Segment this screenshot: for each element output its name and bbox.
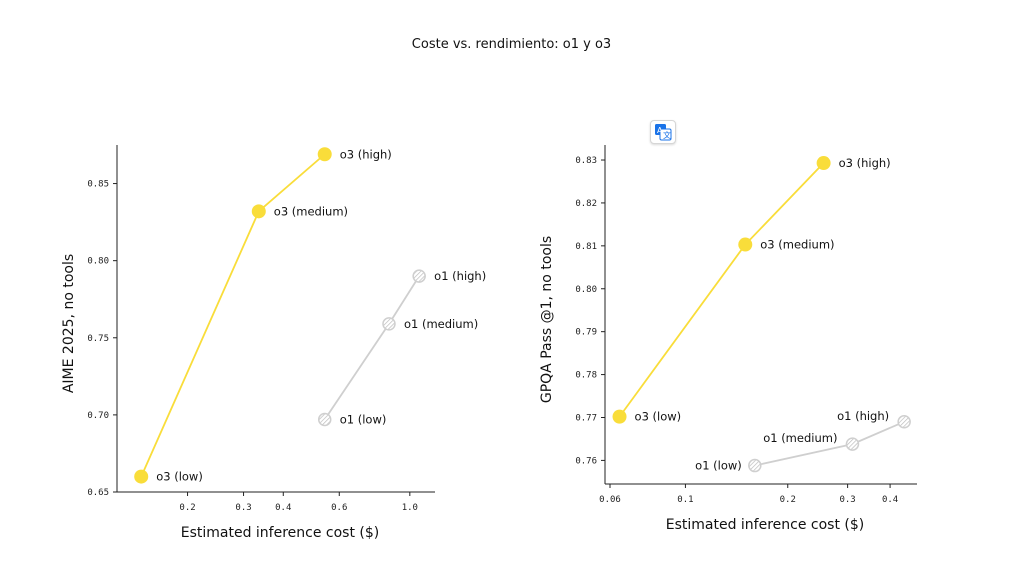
gpqa-x-axis-label: Estimated inference cost ($) [666,517,865,533]
aime-y-tick-label: 0.75 [87,334,109,344]
gpqa-y-axis-label: GPQA Pass @1, no tools [539,236,555,403]
gpqa-o3-point [816,156,831,171]
aime-o1-point [382,317,396,331]
translate-icon: A 文 [655,124,672,141]
gpqa-o3-point-label: o3 (medium) [760,238,834,252]
aime-y-axis-label: AIME 2025, no tools [61,254,77,393]
translate-button[interactable]: A 文 [650,120,676,144]
aime-x-tick-label: 0.6 [331,503,347,513]
gpqa-y-tick-label: 0.82 [575,199,597,209]
aime-o3-point [134,469,149,484]
aime-o3-point-label: o3 (low) [156,470,203,484]
aime-o3-point [317,147,332,162]
gpqa-y-tick-label: 0.80 [575,285,597,295]
aime-o1-point-label: o1 (medium) [404,317,478,331]
gpqa-y-tick-label: 0.77 [575,413,597,423]
aime-o3-point-label: o3 (high) [340,147,392,161]
gpqa-o1-point-label: o1 (medium) [763,431,837,445]
aime-o3-series-line [140,153,326,477]
gpqa-o3-series-line [618,162,825,418]
gpqa-x-tick-label: 0.1 [677,495,693,505]
svg-text:文: 文 [663,130,671,140]
gpqa-x-tick-label: 0.4 [882,495,898,505]
aime-o1-point [317,412,332,427]
aime-y-tick-label: 0.80 [87,257,109,267]
gpqa-chart: 0.76 0.77 0.78 0.79 0.80 0.81 0.82 0.83 0.06 0.1 0… [539,145,917,533]
aime-o1-point-label: o1 (high) [434,269,486,283]
aime-y-tick-label: 0.65 [87,488,109,498]
gpqa-y-tick-label: 0.79 [575,328,597,338]
aime-y-tick-label: 0.70 [87,411,109,421]
svg-text:A: A [657,126,663,135]
aime-x-tick-label: 0.3 [235,503,251,513]
aime-x-tick-label: 0.4 [275,503,291,513]
aime-x-axis-label: Estimated inference cost ($) [181,525,380,541]
gpqa-o1-point [748,458,762,473]
gpqa-o1-point [897,415,911,429]
gpqa-y-tick-label: 0.81 [575,242,597,252]
figure-title: Coste vs. rendimiento: o1 y o3 [411,37,612,52]
gpqa-o3-point-label: o3 (low) [635,410,682,424]
aime-o3-point [251,204,266,219]
gpqa-x-tick-label: 0.3 [839,495,855,505]
aime-o1-series-line [323,275,420,421]
gpqa-x-tick-label: 0.2 [780,495,796,505]
aime-o1-point-label: o1 (low) [340,413,387,427]
gpqa-x-tick-label: 0.06 [599,495,621,505]
aime-o1-point [412,269,426,283]
gpqa-o1-point [845,437,860,451]
aime-x-tick-label: 1.0 [402,503,418,513]
gpqa-o1-point-label: o1 (low) [695,459,742,473]
gpqa-o3-point [612,409,627,424]
aime-chart: 0.65 0.70 0.75 0.80 0.85 0.2 0.3 0.4 0.6 1.0 Estim… [61,145,486,541]
gpqa-o1-point-label: o1 (high) [837,409,889,423]
aime-o3-point-label: o3 (medium) [274,204,348,218]
gpqa-y-tick-label: 0.76 [575,456,597,466]
aime-y-tick-label: 0.85 [87,180,109,190]
gpqa-o3-point [738,237,753,252]
gpqa-y-tick-label: 0.78 [575,371,597,381]
aime-x-tick-label: 0.2 [179,503,195,513]
gpqa-y-tick-label: 0.83 [575,156,597,166]
gpqa-o3-point-label: o3 (high) [839,156,891,170]
